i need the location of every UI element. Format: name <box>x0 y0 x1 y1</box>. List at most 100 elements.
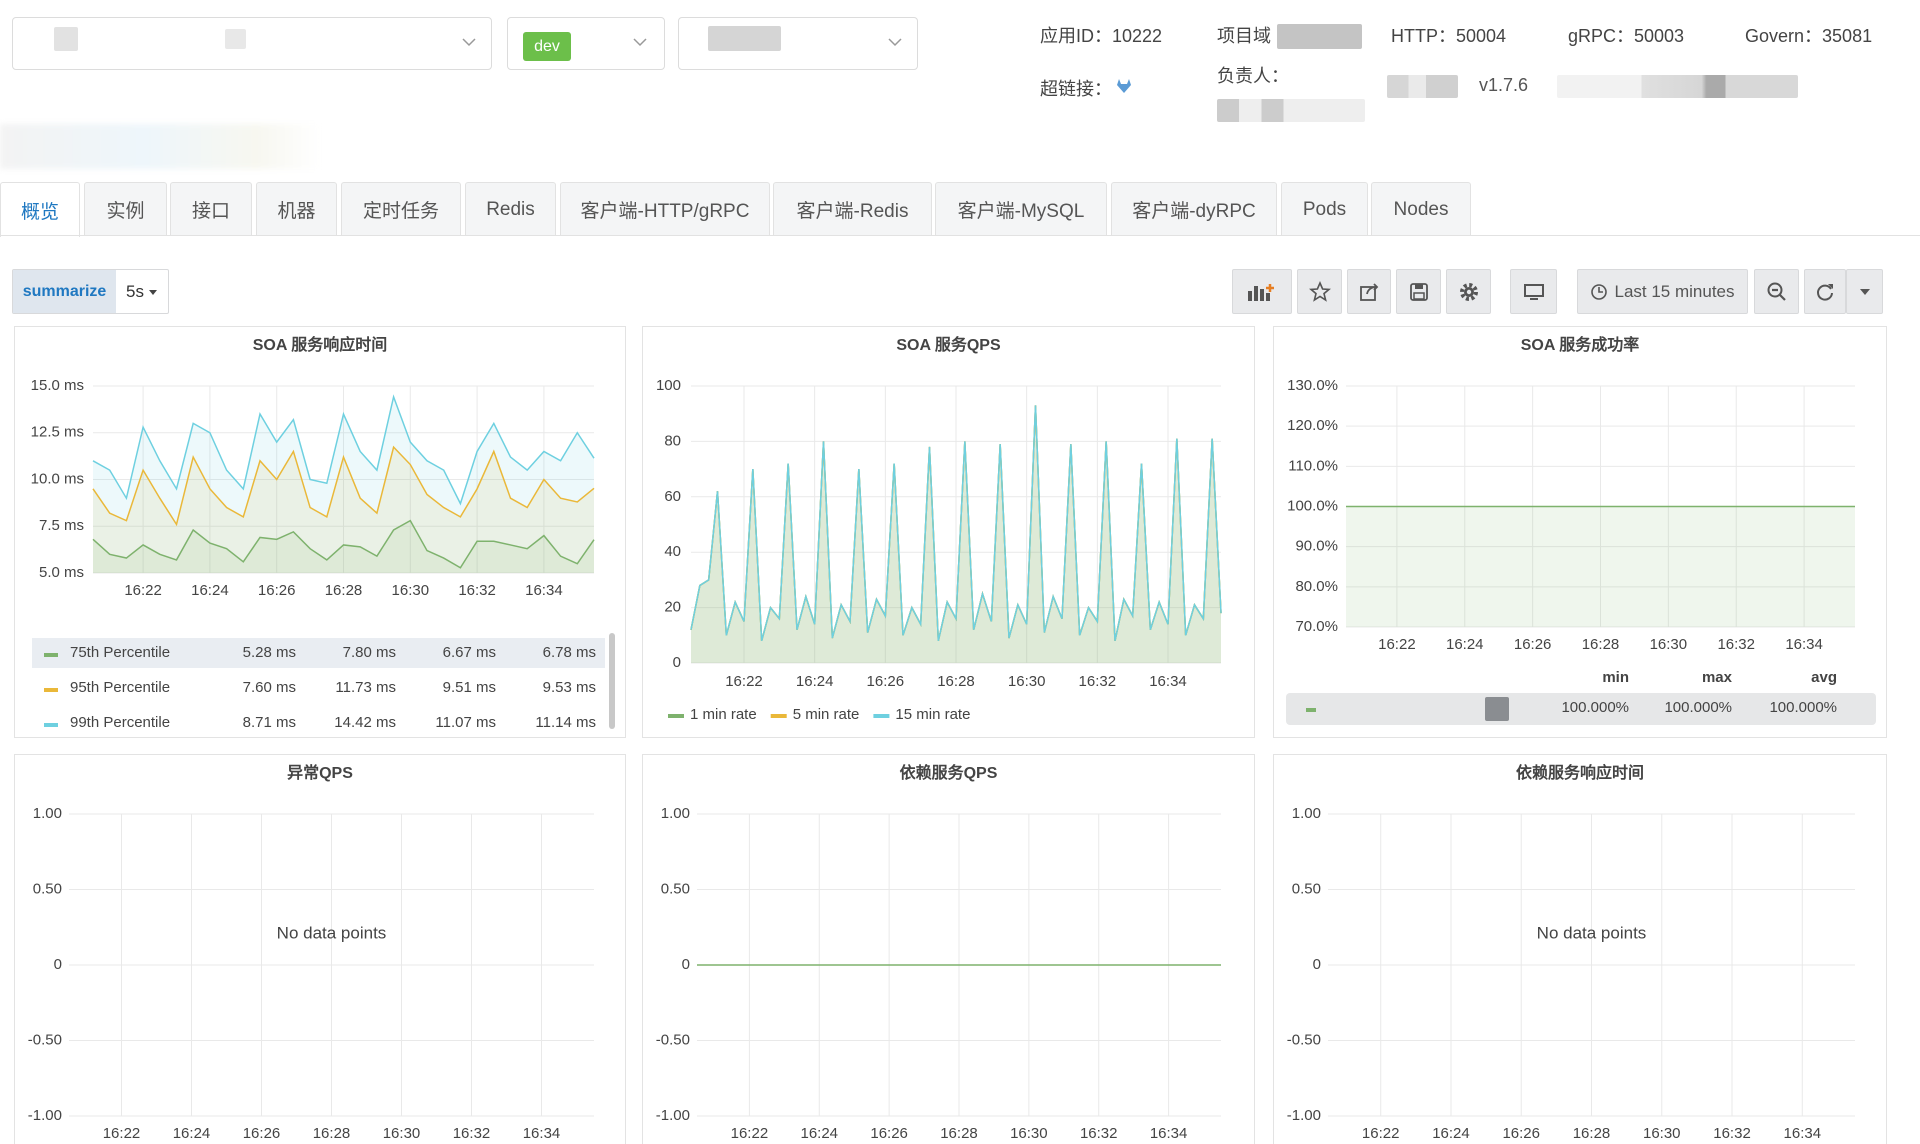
x-tick-label: 16:34 <box>1149 673 1187 690</box>
y-tick-label: -0.50 <box>656 1031 690 1048</box>
y-tick-label: -1.00 <box>28 1107 62 1124</box>
value: 50004 <box>1456 26 1506 46</box>
label: Govern： <box>1745 26 1822 46</box>
y-tick-label: 0 <box>54 956 62 973</box>
interval-select[interactable]: 5s <box>116 270 168 313</box>
legend-stat: 7.80 ms <box>343 644 396 661</box>
value: 10222 <box>1112 26 1162 46</box>
series-area <box>1346 507 1855 628</box>
legend-stat: 6.67 ms <box>443 644 496 661</box>
chart: 依赖服务QPS-1.00-0.5000.501.0016:2216:2416:2… <box>643 755 1254 1143</box>
tab-border <box>0 235 1920 236</box>
x-tick-label: 16:28 <box>313 1125 351 1142</box>
zoom-out[interactable] <box>1754 269 1799 314</box>
x-tick-label: 16:30 <box>1643 1125 1681 1142</box>
tv-mode[interactable] <box>1510 269 1557 314</box>
x-tick-label: 16:26 <box>258 582 296 599</box>
tab[interactable]: 概览 <box>0 182 80 237</box>
x-tick-label: 16:22 <box>731 1125 769 1142</box>
tab[interactable]: Redis <box>465 182 556 236</box>
icon <box>1814 281 1836 303</box>
y-tick-label: 20 <box>664 599 681 616</box>
x-tick-label: 16:24 <box>800 1125 838 1142</box>
y-tick-label: 0.50 <box>661 880 690 897</box>
x-tick-label: 16:24 <box>796 673 834 690</box>
x-tick-label: 16:24 <box>173 1125 211 1142</box>
x-tick-label: 16:30 <box>1650 636 1688 653</box>
y-tick-label: 70.0% <box>1295 618 1338 635</box>
cluster-select[interactable] <box>678 17 918 70</box>
chart: SOA 服务成功率70.0%80.0%90.0%100.0%110.0%120.… <box>1274 327 1886 737</box>
star[interactable] <box>1297 269 1342 314</box>
env-tag: dev <box>523 32 571 61</box>
y-tick-label: 0.50 <box>1292 880 1321 897</box>
share[interactable] <box>1347 269 1391 314</box>
time-picker[interactable]: Last 15 minutes <box>1577 269 1748 314</box>
x-tick-label: 16:22 <box>1362 1125 1400 1142</box>
tab[interactable]: Pods <box>1281 182 1368 236</box>
scrollbar <box>609 633 615 729</box>
blurred <box>1387 75 1458 98</box>
blurred <box>1277 24 1362 49</box>
service-select[interactable] <box>12 17 492 70</box>
no-data: No data points <box>1537 923 1647 942</box>
legend-header: avg <box>470 615 496 632</box>
y-tick-label: 40 <box>664 543 681 560</box>
y-tick-label: 130.0% <box>1287 377 1338 394</box>
tab[interactable]: 机器 <box>256 182 337 236</box>
chevron <box>461 36 477 48</box>
x-tick-label: 16:30 <box>1010 1125 1048 1142</box>
x-tick-label: 16:34 <box>525 582 563 599</box>
label: 应用ID： <box>1040 26 1112 46</box>
save[interactable] <box>1396 269 1441 314</box>
tab[interactable]: 客户端-dyRPC <box>1111 182 1277 236</box>
y-tick-label: 1.00 <box>1292 805 1321 822</box>
x-tick-label: 16:32 <box>1080 1125 1118 1142</box>
refresh[interactable] <box>1804 269 1846 314</box>
value: 50003 <box>1634 26 1684 46</box>
label: gRPC： <box>1568 26 1634 46</box>
add-panel[interactable] <box>1232 269 1292 314</box>
version: v1.7.6 <box>1479 75 1528 96</box>
tab[interactable]: 定时任务 <box>341 182 461 236</box>
tab[interactable]: 客户端-Redis <box>773 182 932 236</box>
tab[interactable]: 接口 <box>170 182 252 236</box>
tab[interactable]: Nodes <box>1371 182 1471 236</box>
chevron <box>632 36 648 48</box>
tab[interactable]: 实例 <box>84 182 167 236</box>
refresh-menu[interactable] <box>1846 269 1883 314</box>
y-tick-label: 0 <box>1313 956 1321 973</box>
x-tick-label: 16:24 <box>1432 1125 1470 1142</box>
legend-stat: 100.000% <box>1561 699 1629 716</box>
tab[interactable]: 客户端-HTTP/gRPC <box>560 182 770 236</box>
legend-header: min <box>1602 669 1629 686</box>
x-tick-label: 16:22 <box>124 582 162 599</box>
panel: 依赖服务QPS-1.00-0.5000.501.0016:2216:2416:2… <box>642 754 1255 1144</box>
y-tick-label: 0 <box>682 956 690 973</box>
legend-name: 75th Percentile <box>70 644 170 661</box>
x-tick-label: 16:30 <box>1008 673 1046 690</box>
x-tick-label: 16:30 <box>392 582 430 599</box>
tab[interactable]: 客户端-MySQL <box>935 182 1107 236</box>
legend-stat: 6.78 ms <box>543 644 596 661</box>
interval: 5s <box>126 282 144 302</box>
legend-name: 5 min rate <box>793 706 860 723</box>
settings[interactable] <box>1446 269 1491 314</box>
panel: SOA 服务QPS02040608010016:2216:2416:2616:2… <box>642 326 1255 738</box>
scroll-thumb <box>1485 697 1509 721</box>
label: 超链接： <box>1040 79 1112 99</box>
legend-stat: 9.53 ms <box>543 679 596 696</box>
gitlab-icon[interactable] <box>1115 77 1133 95</box>
panel-title: 依赖服务QPS <box>900 763 998 782</box>
legend-stat: 9.51 ms <box>443 679 496 696</box>
chart: 异常QPS-1.00-0.5000.501.0016:2216:2416:261… <box>15 755 625 1143</box>
app-id: 应用ID：10222 <box>1040 22 1162 48</box>
legend-header: min <box>269 615 296 632</box>
env-select[interactable]: dev <box>507 17 665 70</box>
legend-stat: 7.60 ms <box>243 679 296 696</box>
x-tick-label: 16:26 <box>867 673 905 690</box>
caret <box>1859 288 1871 296</box>
value: 35081 <box>1822 26 1872 46</box>
x-tick-label: 16:34 <box>523 1125 561 1142</box>
